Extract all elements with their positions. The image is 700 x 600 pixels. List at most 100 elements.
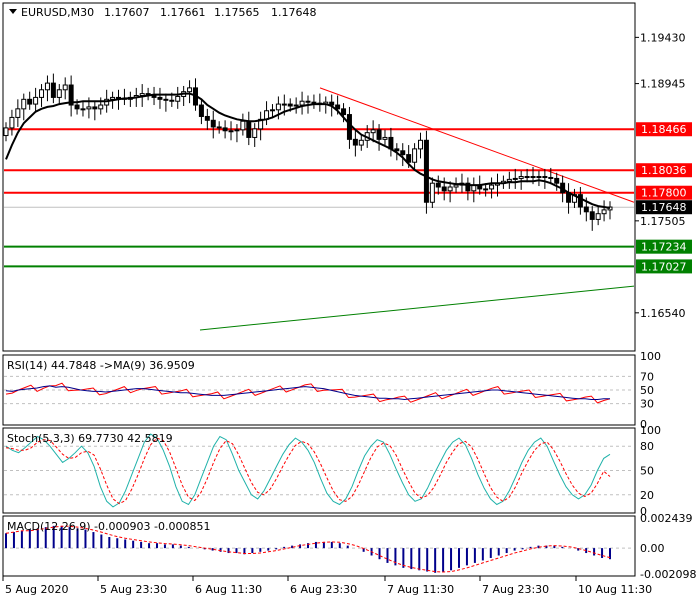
level-price-label: 1.17027 [641, 260, 687, 273]
level-price-label: 1.18466 [641, 123, 687, 136]
candle-body [222, 127, 228, 132]
red-trendline [319, 87, 635, 203]
stoch-main-line [5, 433, 611, 508]
stoch-signal-line [5, 437, 611, 505]
candle-body [305, 100, 311, 103]
candle-body [216, 126, 222, 129]
dropdown-triangle-icon[interactable] [9, 9, 17, 14]
candle-body [169, 99, 175, 102]
candle-body [453, 184, 459, 188]
time-axis-label: 7 Aug 11:30 [387, 583, 454, 596]
stoch-panel-frame [2, 427, 636, 514]
stoch-axis-label: 0 [640, 505, 647, 518]
time-axis-label: 6 Aug 23:30 [290, 583, 357, 596]
candle-body [441, 186, 447, 192]
time-axis-label: 6 Aug 11:30 [195, 583, 262, 596]
candle-body [68, 84, 74, 106]
candle-body [524, 176, 530, 179]
candle-body [3, 127, 9, 137]
candle-body [80, 108, 86, 111]
candle-body [281, 103, 287, 106]
candle-body [589, 211, 595, 220]
rsi-axis-label: 100 [640, 350, 661, 363]
time-axis: 5 Aug 2020 5 Aug 23:30 6 Aug 11:30 6 Aug 23… [2, 576, 652, 596]
macd-signal-line [5, 525, 611, 573]
candle-body [299, 100, 305, 106]
candle-body [548, 176, 554, 179]
candle-body [358, 139, 364, 146]
candle-body [234, 129, 240, 132]
candle-body [74, 104, 80, 110]
candle-body [536, 176, 542, 179]
candle-body [370, 129, 376, 134]
candle-body [447, 186, 453, 192]
candle-body [483, 188, 489, 191]
candle-body [21, 98, 27, 110]
candle-body [512, 177, 518, 180]
candle-body [518, 176, 524, 179]
candle-body [293, 104, 299, 107]
candle-body [175, 95, 181, 102]
candle-body [429, 182, 435, 203]
candle-body [246, 120, 252, 138]
price-panel[interactable]: 1.19430 1.18945 1.17505 1.16540 1.18466 1.180… [3, 31, 692, 331]
time-axis-label: 5 Aug 2020 [5, 583, 68, 596]
candle-body [210, 119, 216, 128]
rsi-axis-label: 30 [640, 398, 654, 411]
candle-body [56, 89, 62, 98]
candle-body [465, 182, 471, 192]
candle-body [406, 154, 412, 163]
candle-body [15, 108, 21, 118]
price-axis-label: 1.17505 [640, 215, 686, 228]
candle-body [287, 103, 293, 107]
macd-axis-label: -0.002098 [640, 568, 696, 581]
level-price-label: 1.18036 [641, 164, 687, 177]
candle-body [275, 103, 281, 111]
candle-body [601, 209, 607, 215]
candle-body [27, 98, 33, 105]
level-price-label: 1.17234 [641, 241, 687, 254]
rsi-panel-frame [2, 354, 636, 426]
price-axis-label: 1.16540 [640, 307, 686, 320]
candle-body [400, 150, 406, 156]
stoch-axis-label: 80 [640, 440, 654, 453]
candle-body [163, 98, 169, 101]
candle-body [240, 120, 246, 131]
candle-body [382, 136, 388, 140]
level-price-tag [636, 259, 692, 274]
candle-body [39, 89, 45, 98]
candle-body [376, 129, 382, 140]
macd-panel[interactable]: 0.002439 0.00 -0.002098 [4, 512, 696, 581]
candle-body [269, 109, 275, 112]
candle-body [33, 96, 39, 105]
stoch-title: Stoch(5,3,3) 69.7730 42.5819 [7, 432, 173, 445]
stochastic-panel[interactable]: 100 80 50 20 0 [4, 424, 661, 518]
rsi-ma-line [5, 385, 610, 401]
ohlc-open: 1.17607 [104, 6, 150, 19]
ohlc-low: 1.17565 [214, 6, 260, 19]
candle-body [542, 176, 548, 179]
level-price-tag [636, 185, 692, 200]
rsi-title: RSI(14) 44.7848 ->MA(9) 36.9509 [7, 359, 195, 372]
candle-body [506, 178, 512, 182]
level-price-label: 1.17800 [641, 187, 687, 200]
macd-axis-label: 0.00 [640, 542, 665, 555]
current-price-tag [636, 200, 692, 215]
candle-body [577, 194, 583, 208]
candle-body [583, 206, 589, 213]
green-trendline [199, 285, 635, 331]
level-price-tag [636, 163, 692, 178]
candle-body [311, 101, 317, 104]
candle-body [62, 84, 68, 91]
price-axis-label: 1.19430 [640, 31, 686, 44]
main-panel-frame [2, 2, 636, 352]
moving-average-line [5, 92, 611, 209]
candle-body [198, 104, 204, 117]
ohlc-high: 1.17661 [160, 6, 206, 19]
symbol-timeframe-label: EURUSD,M30 [21, 6, 94, 19]
candle-body [418, 139, 424, 150]
candle-body [44, 82, 50, 91]
rsi-line [5, 382, 611, 404]
